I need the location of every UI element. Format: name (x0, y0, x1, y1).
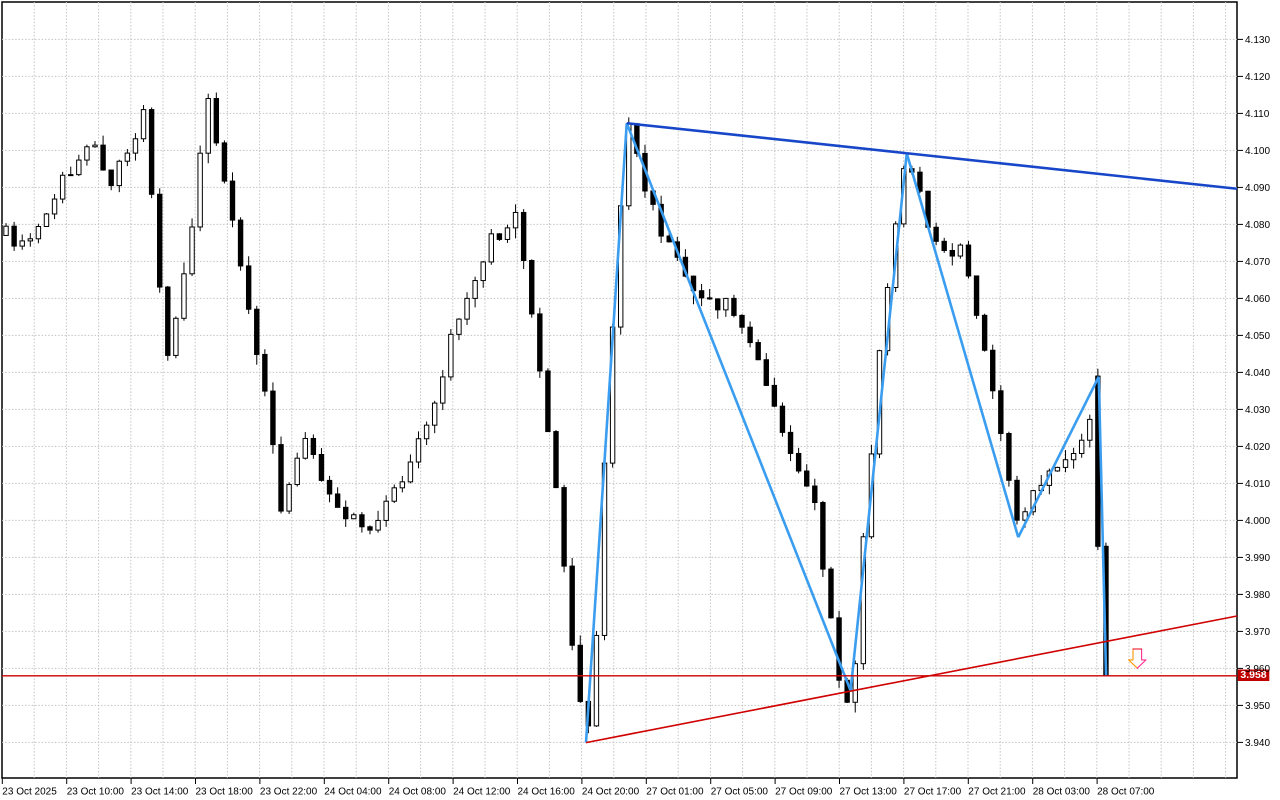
svg-text:23 Oct 18:00: 23 Oct 18:00 (196, 787, 254, 798)
svg-text:24 Oct 08:00: 24 Oct 08:00 (389, 787, 447, 798)
svg-text:3.980: 3.980 (1245, 590, 1270, 601)
svg-text:4.110: 4.110 (1245, 109, 1270, 120)
svg-text:28 Oct 03:00: 28 Oct 03:00 (1033, 787, 1091, 798)
svg-text:23 Oct 14:00: 23 Oct 14:00 (131, 787, 189, 798)
svg-text:27 Oct 01:00: 27 Oct 01:00 (646, 787, 704, 798)
svg-text:4.100: 4.100 (1245, 146, 1270, 157)
svg-text:27 Oct 09:00: 27 Oct 09:00 (775, 787, 833, 798)
svg-text:3.950: 3.950 (1245, 701, 1270, 712)
svg-text:23 Oct 10:00: 23 Oct 10:00 (67, 787, 125, 798)
svg-text:24 Oct 12:00: 24 Oct 12:00 (453, 787, 511, 798)
svg-text:4.020: 4.020 (1245, 442, 1270, 453)
svg-text:4.030: 4.030 (1245, 405, 1270, 416)
svg-text:24 Oct 16:00: 24 Oct 16:00 (518, 787, 576, 798)
svg-text:4.090: 4.090 (1245, 183, 1270, 194)
svg-text:27 Oct 17:00: 27 Oct 17:00 (904, 787, 962, 798)
svg-text:4.000: 4.000 (1245, 516, 1270, 527)
svg-text:4.040: 4.040 (1245, 368, 1270, 379)
svg-text:23 Oct 2025: 23 Oct 2025 (2, 787, 57, 798)
svg-text:23 Oct 22:00: 23 Oct 22:00 (260, 787, 318, 798)
svg-text:3.940: 3.940 (1245, 738, 1270, 749)
svg-text:4.130: 4.130 (1245, 35, 1270, 46)
svg-text:24 Oct 20:00: 24 Oct 20:00 (582, 787, 640, 798)
svg-text:4.060: 4.060 (1245, 294, 1270, 305)
svg-text:3.990: 3.990 (1245, 553, 1270, 564)
svg-text:4.010: 4.010 (1245, 479, 1270, 490)
svg-text:4.080: 4.080 (1245, 220, 1270, 231)
svg-text:27 Oct 05:00: 27 Oct 05:00 (711, 787, 769, 798)
svg-text:24 Oct 04:00: 24 Oct 04:00 (324, 787, 382, 798)
svg-text:4.050: 4.050 (1245, 331, 1270, 342)
svg-text:4.070: 4.070 (1245, 257, 1270, 268)
svg-text:3.970: 3.970 (1245, 627, 1270, 638)
svg-text:4.120: 4.120 (1245, 72, 1270, 83)
svg-text:28 Oct 07:00: 28 Oct 07:00 (1097, 787, 1155, 798)
svg-text:3.960: 3.960 (1245, 664, 1270, 675)
svg-text:27 Oct 21:00: 27 Oct 21:00 (968, 787, 1026, 798)
svg-text:27 Oct 13:00: 27 Oct 13:00 (840, 787, 898, 798)
